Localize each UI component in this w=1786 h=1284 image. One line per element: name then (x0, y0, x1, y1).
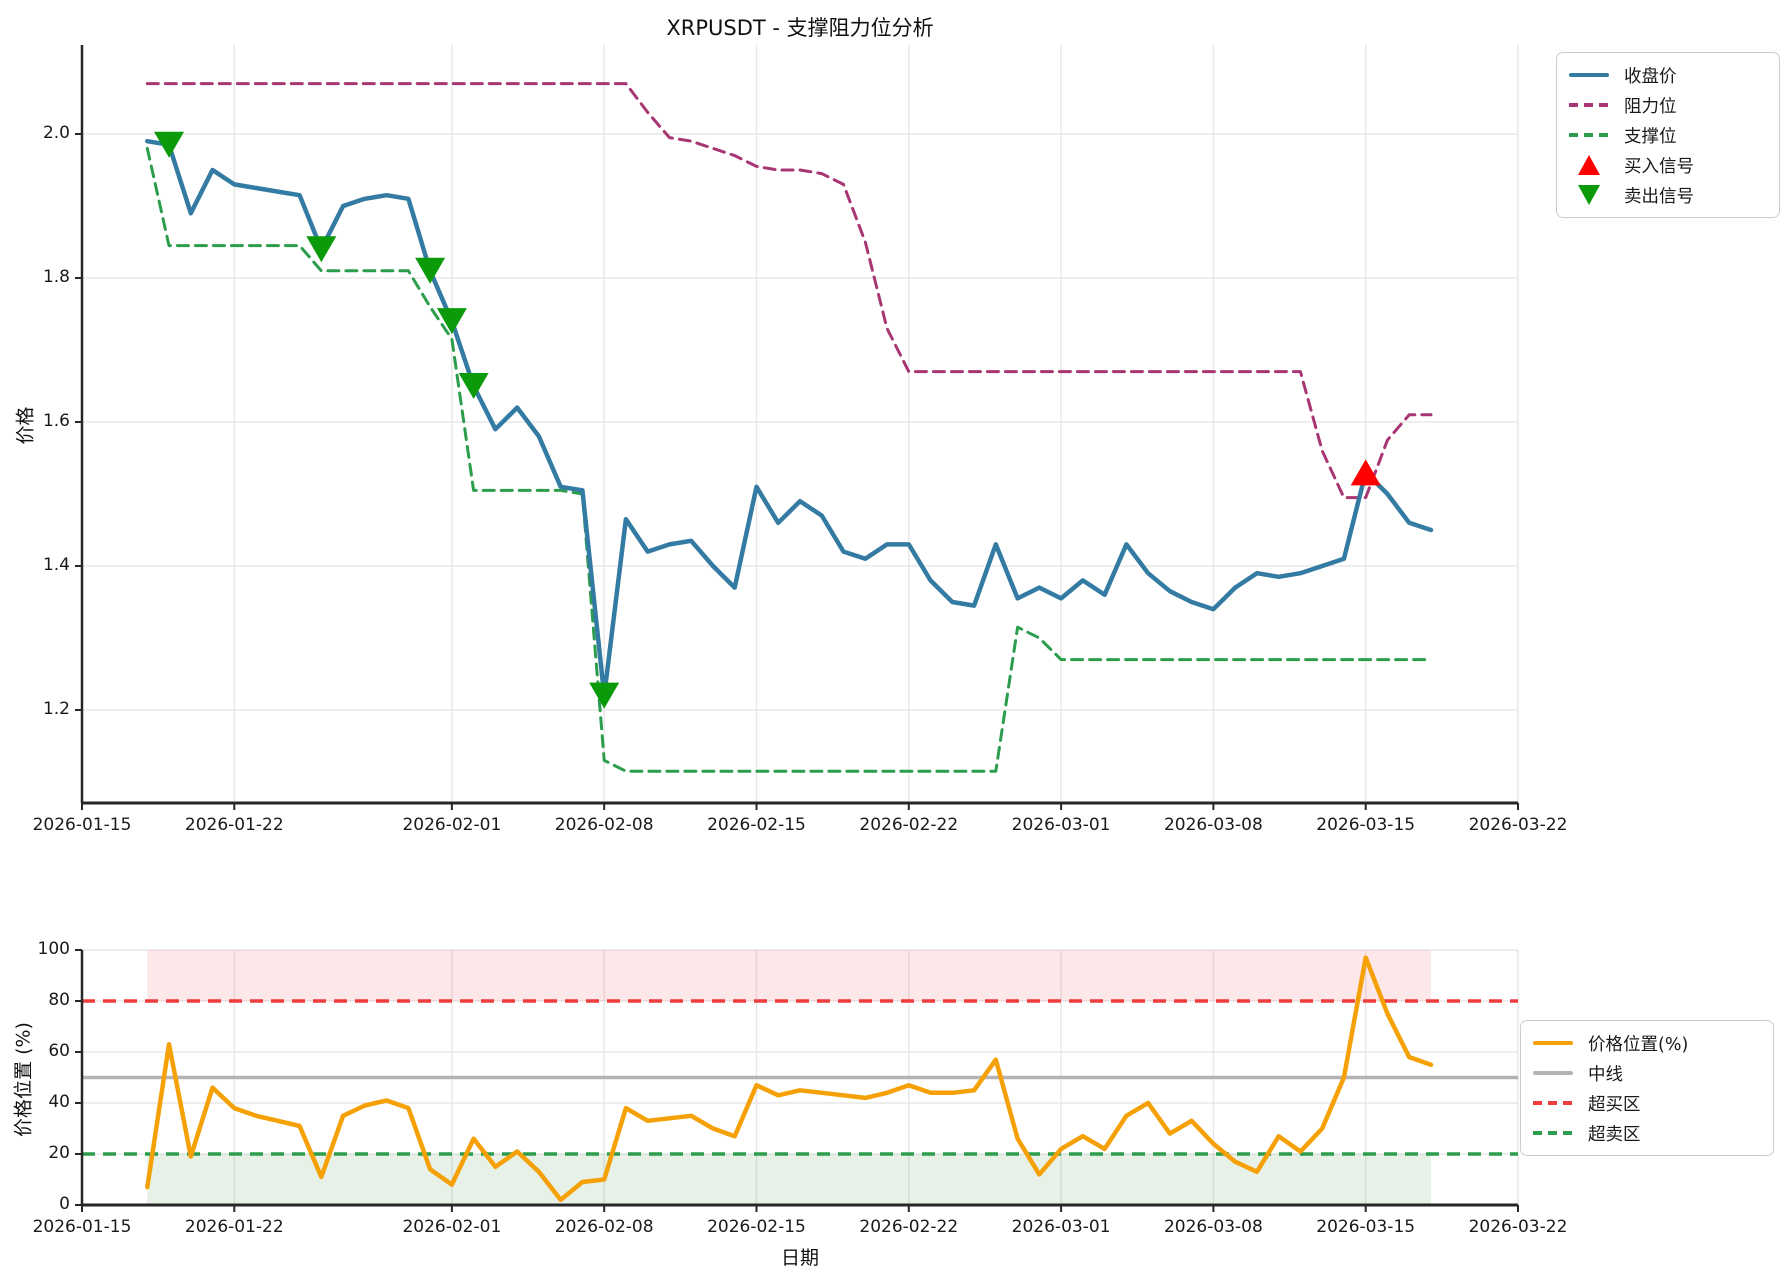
y-tick-label: 1.2 (42, 698, 70, 719)
legend-dash-swatch (1569, 103, 1609, 107)
x-tick-label: 2026-02-15 (707, 815, 806, 835)
x-tick-label: 2026-01-22 (184, 815, 284, 835)
legend-item: 价格位置(%) (1533, 1028, 1761, 1058)
x-tick-label: 2026-02-01 (402, 1217, 502, 1237)
legend-label: 超卖区 (1588, 1124, 1641, 1145)
x-tick-label: 2026-03-22 (1468, 815, 1568, 835)
date-axis-label: 日期 (780, 1247, 819, 1269)
x-tick-label: 2026-03-15 (1316, 1217, 1416, 1237)
legend-dash-swatch (1533, 1101, 1573, 1105)
legend-item: 超卖区 (1533, 1118, 1761, 1148)
legend-item: 支撑位 (1569, 120, 1767, 150)
legend-label: 收盘价 (1624, 66, 1677, 87)
x-tick-label: 2026-03-22 (1468, 1217, 1568, 1237)
chart-title: XRPUSDT - 支撑阻力位分析 (666, 16, 934, 40)
legend-item: 卖出信号 (1569, 180, 1767, 210)
y-tick-label: 1.8 (42, 266, 70, 287)
legend-top: 收盘价阻力位支撑位买入信号卖出信号 (1556, 52, 1780, 218)
legend-label: 卖出信号 (1624, 186, 1694, 207)
legend-bottom: 价格位置(%) 中线超买区超卖区 (1520, 1020, 1774, 1156)
legend-item: 买入信号 (1569, 150, 1767, 180)
legend-label: 阻力位 (1624, 96, 1677, 117)
y-tick-label: 80 (48, 990, 70, 1010)
legend-label: 中线 (1588, 1064, 1623, 1085)
x-tick-label: 2026-03-01 (1011, 815, 1111, 835)
sell-triangle-icon (1578, 185, 1600, 205)
x-tick-label: 2026-02-08 (554, 1217, 654, 1237)
x-tick-label: 2026-02-08 (554, 815, 654, 835)
y-tick-label: 60 (48, 1041, 70, 1061)
legend-item: 超买区 (1533, 1088, 1761, 1118)
buy-triangle-icon (1578, 155, 1600, 175)
legend-line-swatch (1533, 1040, 1573, 1046)
x-tick-label: 2026-02-22 (859, 1217, 959, 1237)
y-tick-label: 0 (59, 1194, 70, 1214)
y-tick-label: 40 (48, 1092, 70, 1112)
x-tick-label: 2026-01-15 (32, 1217, 132, 1237)
legend-label: 超买区 (1588, 1094, 1641, 1115)
y-tick-label: 1.4 (42, 554, 70, 575)
x-tick-label: 2026-03-15 (1316, 815, 1416, 835)
legend-line-swatch (1533, 1070, 1573, 1076)
x-tick-label: 2026-03-08 (1163, 815, 1263, 835)
legend-label: 支撑位 (1624, 126, 1677, 147)
y-tick-label: 100 (37, 939, 70, 959)
x-tick-label: 2026-01-15 (32, 815, 132, 835)
y-tick-label: 2.0 (42, 122, 70, 143)
x-tick-label: 2026-02-01 (402, 815, 502, 835)
y-tick-label: 20 (48, 1143, 70, 1163)
legend-item: 阻力位 (1569, 90, 1767, 120)
x-tick-label: 2026-01-22 (184, 1217, 284, 1237)
legend-item: 收盘价 (1569, 60, 1767, 90)
y-tick-label: 1.6 (42, 410, 70, 431)
x-tick-label: 2026-02-22 (859, 815, 959, 835)
legend-label: 价格位置(%) (1588, 1034, 1689, 1055)
x-tick-label: 2026-03-08 (1163, 1217, 1263, 1237)
legend-line-swatch (1569, 72, 1609, 78)
x-tick-label: 2026-02-15 (707, 1217, 806, 1237)
legend-item: 中线 (1533, 1058, 1761, 1088)
legend-label: 买入信号 (1624, 156, 1694, 177)
legend-dash-swatch (1533, 1131, 1573, 1135)
legend-dash-swatch (1569, 133, 1609, 137)
x-tick-label: 2026-03-01 (1011, 1217, 1111, 1237)
